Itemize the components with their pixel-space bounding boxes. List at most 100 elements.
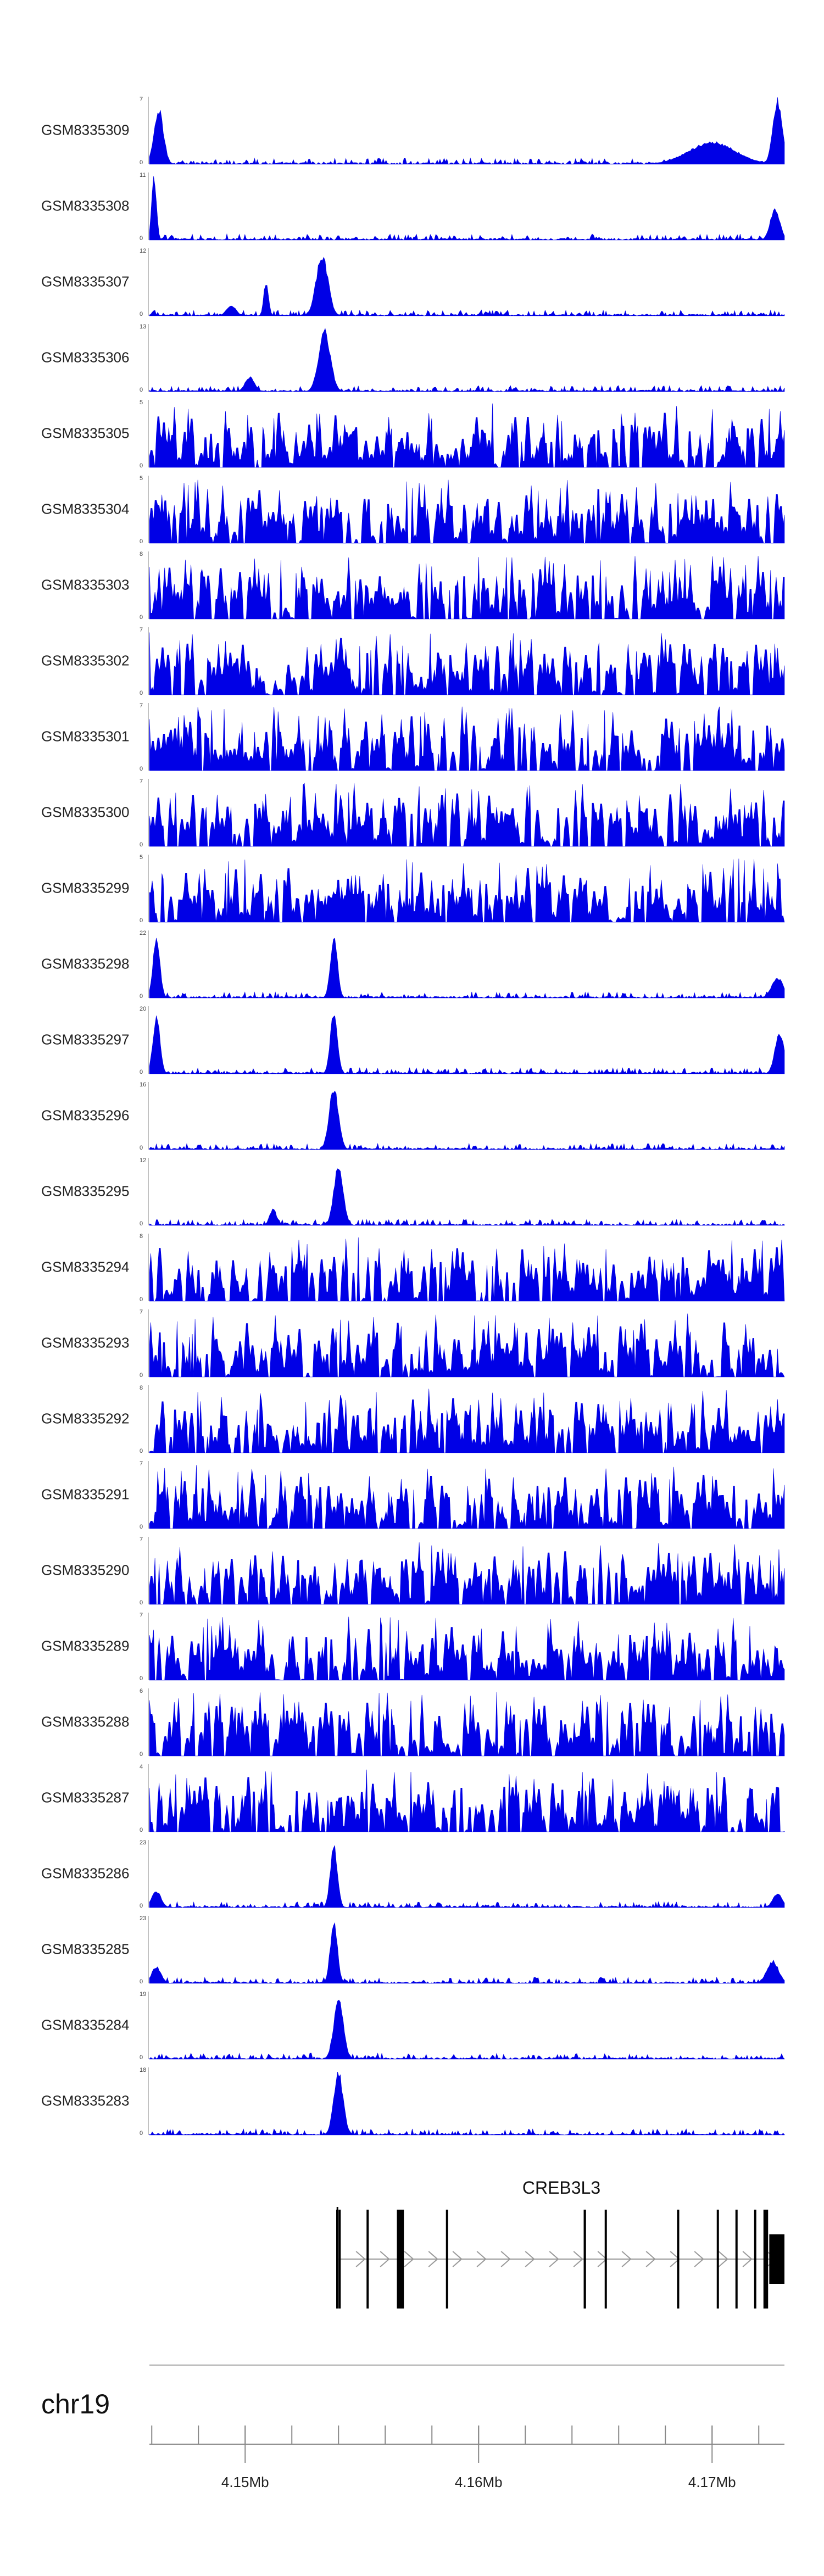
y-tick-min: 0 [140, 1524, 143, 1530]
exon [763, 2210, 769, 2309]
track-GSM8335297: GSM8335297 20 0 [41, 1006, 785, 1075]
y-tick-max: 7 [140, 1460, 143, 1467]
track-GSM8335304: GSM8335304 5 0 [41, 475, 785, 545]
y-tick-min: 0 [140, 1827, 143, 1833]
y-tick-min: 0 [140, 841, 143, 848]
track-label: GSM8335298 [41, 956, 129, 972]
signal-area [149, 706, 785, 771]
y-tick-max: 7 [140, 1309, 143, 1315]
track-label: GSM8335309 [41, 122, 129, 138]
exon [446, 2210, 448, 2309]
signal-area [149, 176, 785, 241]
track-label: GSM8335294 [41, 1259, 129, 1275]
y-tick-min: 0 [140, 917, 143, 924]
y-tick-max: 18 [140, 2067, 146, 2073]
track-GSM8335283: GSM8335283 18 0 [41, 2067, 785, 2137]
signal-area [149, 1168, 785, 1226]
y-tick-min: 0 [140, 1978, 143, 1985]
y-tick-min: 0 [140, 614, 143, 621]
track-label: GSM8335283 [41, 2093, 129, 2109]
y-tick-max: 6 [140, 1688, 143, 1694]
exon [735, 2210, 738, 2309]
track-GSM8335308: GSM8335308 11 0 [41, 172, 785, 242]
y-tick-min: 0 [140, 1069, 143, 1075]
track-label: GSM8335304 [41, 501, 129, 517]
signal-area [149, 1692, 785, 1757]
track-label: GSM8335293 [41, 1335, 129, 1351]
strand-chevron [645, 2251, 656, 2267]
track-GSM8335289: GSM8335289 7 0 [41, 1612, 785, 1682]
chromosome-label: chr19 [41, 2389, 110, 2419]
track-label: GSM8335295 [41, 1183, 129, 1200]
y-tick-max: 5 [140, 399, 143, 406]
track-GSM8335302: GSM8335302 7 0 [41, 627, 785, 696]
y-tick-min: 0 [140, 993, 143, 1000]
signal-area [149, 556, 785, 620]
y-tick-min: 0 [140, 387, 143, 393]
y-tick-max: 7 [140, 778, 143, 785]
signal-area [149, 1999, 785, 2060]
signal-area [149, 479, 785, 544]
y-tick-max: 7 [140, 96, 143, 103]
track-label: GSM8335288 [41, 1714, 129, 1730]
strand-chevron [428, 2251, 438, 2267]
signal-area [149, 97, 785, 165]
x-tick-label: 4.16Mb [455, 2474, 503, 2490]
exon [677, 2210, 680, 2309]
track-GSM8335288: GSM8335288 6 0 [41, 1688, 785, 1758]
signal-area [149, 328, 785, 392]
track-GSM8335295: GSM8335295 12 0 [41, 1157, 785, 1227]
strand-chevron [742, 2251, 753, 2267]
gene-track: CREB3L3 [336, 2178, 784, 2309]
y-tick-min: 0 [140, 1448, 143, 1454]
y-tick-max: 7 [140, 702, 143, 709]
strand-chevron [573, 2251, 583, 2267]
y-tick-min: 0 [140, 1220, 143, 1227]
track-label: GSM8335297 [41, 1031, 129, 1048]
signal-area [149, 1922, 785, 1984]
exon [769, 2234, 784, 2284]
strand-chevron [476, 2251, 487, 2267]
track-GSM8335286: GSM8335286 23 0 [41, 1839, 785, 1909]
y-tick-min: 0 [140, 235, 143, 242]
exon [583, 2210, 586, 2309]
signal-area [149, 632, 785, 695]
track-GSM8335291: GSM8335291 7 0 [41, 1460, 785, 1530]
track-GSM8335293: GSM8335293 7 0 [41, 1309, 785, 1379]
gene-label: CREB3L3 [522, 2178, 600, 2198]
strand-chevron [500, 2251, 511, 2267]
exon [754, 2210, 756, 2309]
track-label: GSM8335300 [41, 804, 129, 821]
track-label: GSM8335306 [41, 349, 129, 366]
strand-chevron [452, 2251, 463, 2267]
signal-area [149, 1237, 785, 1302]
y-tick-max: 11 [140, 172, 146, 179]
y-tick-min: 0 [140, 462, 143, 469]
signal-area [149, 1542, 785, 1605]
exon [366, 2210, 369, 2309]
track-GSM8335298: GSM8335298 22 0 [41, 930, 785, 1000]
y-tick-min: 0 [140, 1296, 143, 1303]
track-label: GSM8335290 [41, 1562, 129, 1579]
y-tick-min: 0 [140, 690, 143, 696]
track-GSM8335303: GSM8335303 8 0 [41, 551, 785, 621]
y-tick-min: 0 [140, 1599, 143, 1606]
strand-chevron [694, 2251, 704, 2267]
y-tick-max: 23 [140, 1839, 146, 1846]
y-tick-min: 0 [140, 1675, 143, 1682]
signal-area [149, 1090, 785, 1150]
y-tick-max: 12 [140, 248, 146, 254]
track-label: GSM8335305 [41, 425, 129, 442]
track-label: GSM8335303 [41, 577, 129, 593]
y-tick-max: 16 [140, 1081, 146, 1088]
track-label: GSM8335308 [41, 198, 129, 214]
track-GSM8335301: GSM8335301 7 0 [41, 702, 785, 772]
track-GSM8335287: GSM8335287 4 0 [41, 1764, 785, 1833]
track-label: GSM8335287 [41, 1789, 129, 1806]
track-label: GSM8335296 [41, 1107, 129, 1124]
exon [716, 2210, 719, 2309]
track-label: GSM8335292 [41, 1410, 129, 1427]
track-GSM8335294: GSM8335294 8 0 [41, 1233, 785, 1303]
signal-area [149, 938, 785, 999]
signal-area [149, 1389, 785, 1453]
